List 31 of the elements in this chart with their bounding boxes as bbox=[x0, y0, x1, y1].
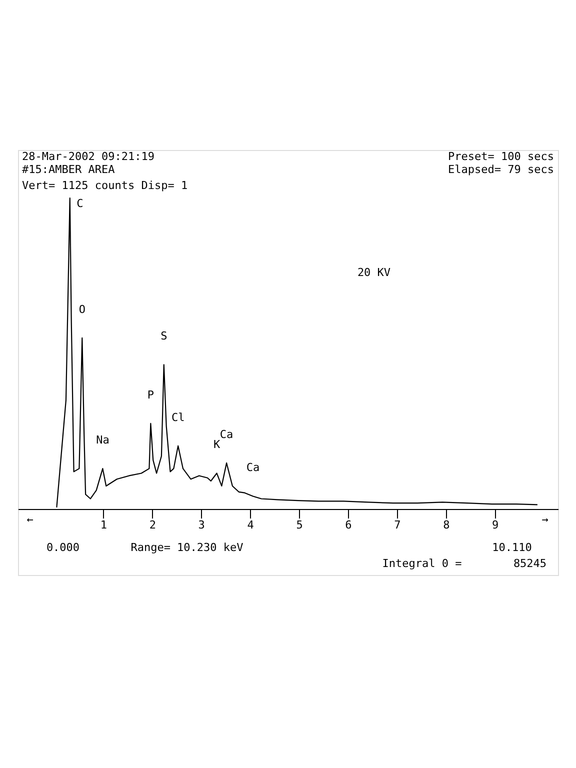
x-tick-label: 3 bbox=[198, 518, 205, 532]
text: Elapsed= 79 secs bbox=[448, 163, 554, 176]
annotation: Na bbox=[96, 434, 110, 447]
annotation: Ca bbox=[220, 428, 234, 441]
annotation: P bbox=[147, 388, 154, 402]
text: Integral 0 = bbox=[382, 557, 462, 570]
annotation: O bbox=[78, 302, 86, 316]
x-tick-label: 2 bbox=[149, 518, 156, 532]
annotation: S bbox=[160, 330, 168, 343]
x-tick-label: 9 bbox=[492, 518, 499, 532]
text: Preset= 100 secs bbox=[448, 150, 554, 163]
x-tick-label: 6 bbox=[345, 518, 352, 532]
text: Vert= 1125 counts Disp= 1 bbox=[22, 179, 188, 192]
text: 0.000 bbox=[46, 541, 80, 554]
text: → bbox=[542, 513, 549, 526]
chart-subtitle: #15:AMBER AREA bbox=[22, 163, 116, 176]
text: Range= 10.230 keV bbox=[130, 541, 244, 554]
x-tick-label: 8 bbox=[443, 518, 450, 532]
x-tick-label: 7 bbox=[394, 518, 401, 532]
annotation: 20 KV bbox=[357, 266, 391, 279]
annotation: Cl bbox=[171, 410, 185, 424]
text: 85245 bbox=[513, 557, 547, 570]
x-tick-label: 4 bbox=[247, 518, 254, 532]
annotation: Ca bbox=[246, 461, 260, 474]
annotation: C bbox=[76, 197, 84, 210]
annotation: K bbox=[213, 438, 220, 452]
chart-title: 28-Mar-2002 09:21:19 bbox=[22, 150, 154, 163]
x-tick-label: 1 bbox=[100, 518, 107, 532]
x-tick-label: 5 bbox=[296, 518, 303, 532]
text: ← bbox=[26, 513, 34, 526]
text: 10.110 bbox=[492, 541, 532, 554]
